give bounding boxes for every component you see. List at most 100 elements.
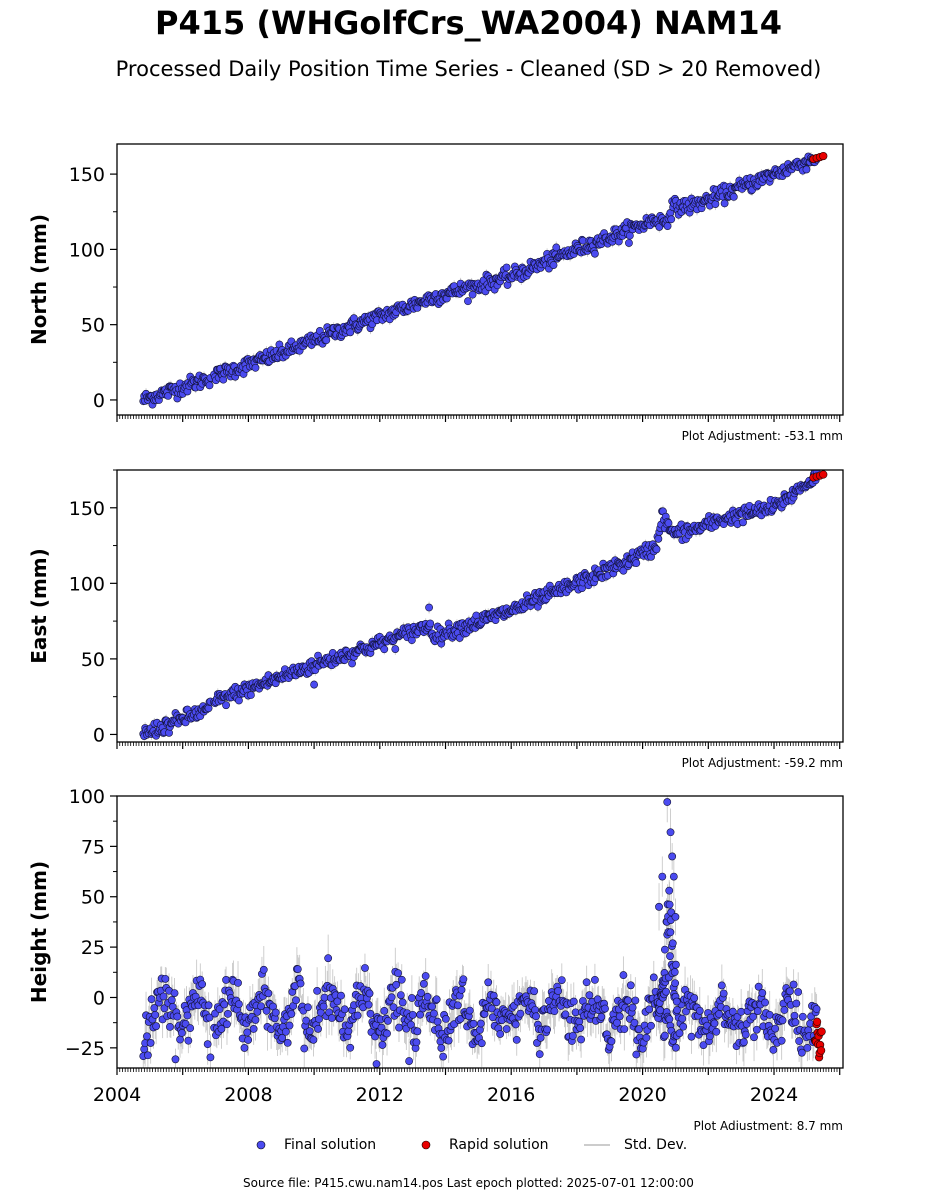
final-solution-point xyxy=(582,978,591,987)
final-solution-point xyxy=(619,566,628,575)
final-solution-point xyxy=(147,995,156,1004)
final-solution-point xyxy=(737,1007,746,1016)
final-solution-point xyxy=(487,1004,496,1013)
y-axis-label: East (mm) xyxy=(27,548,51,664)
final-solution-point xyxy=(631,996,640,1005)
final-solution-point xyxy=(428,1002,437,1011)
time-series-plot: 0 50 100 150 North (mm) Plot Adjustment: -53.… xyxy=(27,143,844,1130)
final-solution-point xyxy=(224,1009,232,1018)
final-solution-point xyxy=(304,1003,312,1012)
final-solution-point xyxy=(543,1025,551,1034)
final-solution-point xyxy=(699,1041,708,1049)
final-solution-point xyxy=(249,1025,258,1033)
final-solution-point xyxy=(437,1044,446,1052)
final-solution-point xyxy=(711,200,720,208)
y-tick-label: 150 xyxy=(69,498,105,520)
y-axis-label: North (mm) xyxy=(27,214,51,345)
final-solution-point xyxy=(394,969,402,978)
final-solution-point xyxy=(476,1025,484,1034)
final-solution-point xyxy=(682,1007,690,1016)
final-solution-point xyxy=(649,973,658,982)
final-solution-point xyxy=(635,1025,643,1033)
final-solution-point xyxy=(792,999,801,1008)
final-solution-point xyxy=(465,1006,474,1015)
final-solution-point xyxy=(220,1000,229,1009)
final-solution-point xyxy=(253,1007,262,1016)
final-solution-point xyxy=(340,1005,349,1014)
final-solution-point xyxy=(417,989,425,997)
final-solution-point xyxy=(203,1040,212,1049)
final-solution-point xyxy=(569,997,578,1006)
final-solution-point xyxy=(151,1010,160,1019)
final-solution-point xyxy=(642,1033,651,1042)
final-solution-point xyxy=(601,1004,609,1013)
final-solution-point xyxy=(337,991,345,1000)
final-solution-point xyxy=(387,993,396,1002)
final-solution-point xyxy=(679,1022,688,1031)
final-solution-point xyxy=(380,1006,389,1015)
final-solution-point xyxy=(457,985,466,994)
final-solution-point xyxy=(620,1025,629,1034)
final-solution-point xyxy=(575,1017,584,1026)
final-solution-point xyxy=(442,1015,450,1023)
final-solution-point xyxy=(348,659,356,668)
final-solution-point xyxy=(789,980,798,989)
final-solution-point xyxy=(717,981,726,990)
final-solution-point xyxy=(392,980,401,989)
final-solution-point xyxy=(322,336,331,345)
final-solution-point xyxy=(167,996,176,1004)
final-solution-point xyxy=(296,979,305,988)
final-solution-point xyxy=(754,982,763,991)
panel-3-data xyxy=(139,796,826,1068)
final-solution-point xyxy=(426,619,435,628)
final-solution-point xyxy=(777,1036,786,1045)
final-solution-point xyxy=(439,1052,448,1061)
final-solution-point xyxy=(512,1035,521,1044)
final-solution-point xyxy=(171,1055,180,1064)
final-solution-point xyxy=(408,1010,417,1019)
final-solution-point xyxy=(164,391,173,400)
final-solution-point xyxy=(333,997,342,1006)
final-solution-point xyxy=(664,519,673,527)
final-solution-point xyxy=(421,972,430,980)
panel-frame xyxy=(116,143,844,416)
final-solution-point xyxy=(425,603,433,612)
final-solution-point xyxy=(396,991,405,1000)
final-solution-point xyxy=(632,559,641,568)
final-solution-point xyxy=(152,1022,161,1031)
final-solution-point xyxy=(433,1017,442,1026)
final-solution-point xyxy=(384,1016,392,1025)
final-solution-point xyxy=(251,363,260,372)
final-solution-point xyxy=(597,1012,606,1021)
final-solution-point xyxy=(536,1033,545,1042)
y-tick-label: 100 xyxy=(69,239,105,261)
final-solution-point xyxy=(484,978,493,987)
final-solution-point xyxy=(671,1043,680,1052)
final-solution-point xyxy=(577,1035,586,1044)
final-solution-point xyxy=(205,381,214,390)
final-solution-point xyxy=(183,1011,192,1020)
final-solution-point xyxy=(624,996,632,1005)
final-solution-point xyxy=(750,1033,758,1042)
final-solution-point xyxy=(753,1007,762,1015)
final-solution-point xyxy=(530,987,539,996)
final-solution-point xyxy=(389,1003,398,1012)
final-solution-point xyxy=(469,1019,478,1028)
final-solution-point xyxy=(222,701,230,710)
final-solution-point xyxy=(712,1027,721,1036)
final-solution-point xyxy=(235,1000,243,1009)
final-solution-point xyxy=(550,1007,559,1016)
final-solution-point xyxy=(262,1006,271,1015)
final-solution-point xyxy=(477,1039,486,1048)
final-solution-point xyxy=(613,1018,621,1027)
final-solution-point xyxy=(361,964,369,972)
final-solution-point xyxy=(690,994,699,1002)
final-solution-point xyxy=(791,1018,800,1027)
final-solution-point xyxy=(459,975,468,984)
final-solution-point xyxy=(532,1012,540,1021)
final-solution-point xyxy=(244,1036,253,1044)
final-solution-point xyxy=(675,1029,684,1038)
final-solution-point xyxy=(430,1009,438,1018)
final-solution-point xyxy=(758,989,767,997)
final-solution-point xyxy=(246,691,255,699)
